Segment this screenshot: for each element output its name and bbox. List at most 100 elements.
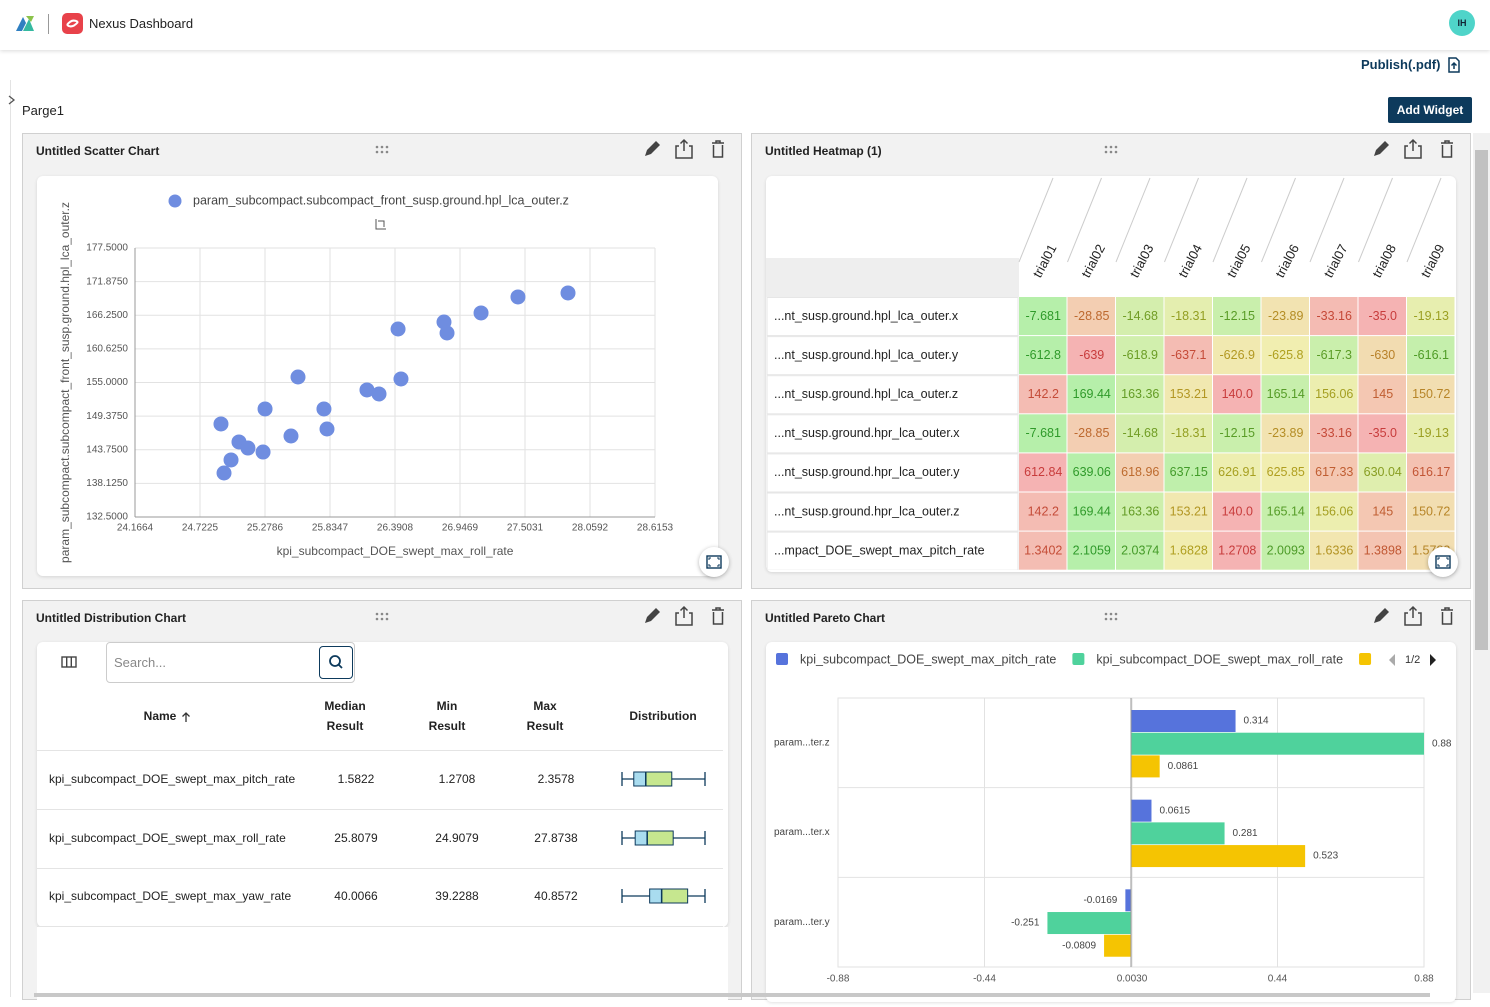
h-scrollbar[interactable] (34, 993, 1430, 997)
avatar[interactable]: IH (1449, 10, 1475, 36)
publish-icon[interactable] (1447, 57, 1461, 73)
scroll-thumb[interactable] (1475, 150, 1488, 650)
heat-cell (1067, 492, 1115, 531)
heat-cell (1407, 375, 1455, 414)
x-tick-label: 0.0030 (1117, 974, 1148, 985)
header-divider (1018, 177, 1054, 263)
bar (1125, 889, 1131, 912)
heat-cell (1261, 414, 1309, 453)
bar (1131, 755, 1160, 778)
widget-title: Untitled Heatmap (1) (765, 144, 882, 158)
header-divider (1261, 177, 1296, 263)
heat-cell (1213, 375, 1261, 414)
heat-cell (1358, 531, 1406, 570)
header-divider (1358, 177, 1393, 263)
cell-label: 2.0093 (1267, 543, 1305, 557)
cell-label: 153.21 (1170, 387, 1208, 401)
cell-label: 617.33 (1315, 465, 1353, 479)
legend-marker[interactable] (1072, 653, 1085, 665)
cell-label: 169.44 (1073, 387, 1111, 401)
column-label: trial03 (1127, 242, 1157, 280)
bar (1131, 822, 1225, 845)
cell-label: -12.15 (1220, 309, 1255, 323)
data-label: 0.281 (1233, 828, 1258, 839)
fullscreen-button[interactable] (699, 547, 729, 577)
cell-label: -18.31 (1171, 426, 1206, 440)
heat-cell (1116, 336, 1164, 375)
publish-button[interactable]: Publish(.pdf) (1361, 57, 1441, 72)
heat-cell (1407, 453, 1455, 492)
legend-label: param_subcompact.subcompact_front_susp.g… (193, 193, 569, 207)
fullscreen-button[interactable] (1428, 547, 1458, 577)
heat-cell (1261, 453, 1309, 492)
heat-cell (1310, 492, 1358, 531)
heat-cell (1116, 492, 1164, 531)
scatter-chart: 24.1664 24.7225 25.2786 25.8347 26.3908 26.94… (58, 193, 674, 563)
cell-label: 2.1059 (1073, 543, 1111, 557)
x-tick-label: 28.6153 (637, 523, 674, 534)
bar (1131, 732, 1424, 755)
pareto-chart: -0.88 -0.44 0.0030 0.44 0.88 param...ter.z 0.3… (774, 652, 1452, 985)
point (290, 369, 306, 385)
cell-label: -35.0 (1369, 426, 1398, 440)
cell-label: -33.16 (1317, 309, 1352, 323)
heat-cell (1116, 414, 1164, 453)
row-label-cell (766, 414, 1019, 454)
bar (1047, 912, 1131, 935)
table-card (37, 642, 728, 927)
heat-cell (1407, 414, 1455, 453)
header-divider (1309, 177, 1345, 263)
app-icon (62, 13, 83, 34)
cell-label: 1.2708 (1218, 543, 1256, 557)
widget-tools (752, 134, 1470, 168)
cell-label: 140.0 (1222, 504, 1253, 518)
x-tick-label: 25.8347 (312, 523, 349, 534)
row-label: ...nt_susp.ground.hpl_lca_outer.y (774, 348, 959, 362)
cell-label: -630 (1370, 348, 1395, 362)
search-box[interactable] (106, 642, 355, 683)
point (257, 401, 273, 417)
heat-cell (1261, 531, 1309, 570)
scrollbar[interactable] (1473, 133, 1490, 993)
widget: Untitled Scatter Chart (22, 133, 742, 589)
legend-marker (168, 194, 182, 208)
row-label: ...nt_susp.ground.hpr_lca_outer.z (774, 504, 960, 518)
x-tick-label: -0.88 (827, 974, 850, 985)
y-tick-label: param...ter.y (774, 917, 830, 928)
row-label-cell (766, 531, 1019, 570)
cell-label: -616.1 (1414, 348, 1449, 362)
legend-next[interactable] (1430, 654, 1436, 666)
heat-cell (1407, 336, 1455, 375)
y-tick-label: 166.2500 (86, 310, 128, 321)
logo (16, 16, 34, 31)
cell-label: -612.8 (1026, 348, 1061, 362)
search-button[interactable] (319, 646, 353, 679)
data-label: -0.0809 (1062, 940, 1096, 951)
cell-label: 145 (1372, 387, 1393, 401)
heat-cell (1261, 297, 1309, 336)
cell-label: 140.0 (1222, 387, 1253, 401)
cell-label: -23.89 (1268, 426, 1303, 440)
page-tab[interactable]: Parge1 (22, 103, 64, 118)
add-widget-button[interactable]: Add Widget (1388, 97, 1472, 123)
cell-label: 625.85 (1267, 465, 1305, 479)
y-tick-label: 160.6250 (86, 344, 128, 355)
heat-cell (1310, 531, 1358, 570)
column-label: trial07 (1321, 242, 1351, 280)
data-label: 0.0861 (1168, 761, 1199, 772)
legend-marker[interactable] (1359, 653, 1372, 665)
expand-sidebar[interactable] (7, 94, 17, 106)
cell-label: 163.36 (1121, 504, 1159, 518)
zoom-reset-icon[interactable] (375, 219, 386, 230)
legend-label[interactable]: kpi_subcompact_DOE_swept_max_pitch_rate (800, 652, 1056, 666)
x-tick-label: 24.7225 (182, 523, 219, 534)
y-tick-label: 138.1250 (86, 478, 128, 489)
legend-marker[interactable] (776, 653, 788, 665)
heat-cell (1358, 453, 1406, 492)
legend-prev[interactable] (1389, 654, 1395, 666)
columns-button[interactable] (61, 655, 77, 669)
cell-label: 165.14 (1267, 504, 1305, 518)
point (560, 285, 576, 301)
legend-label[interactable]: kpi_subcompact_DOE_swept_max_roll_rate (1096, 652, 1343, 666)
